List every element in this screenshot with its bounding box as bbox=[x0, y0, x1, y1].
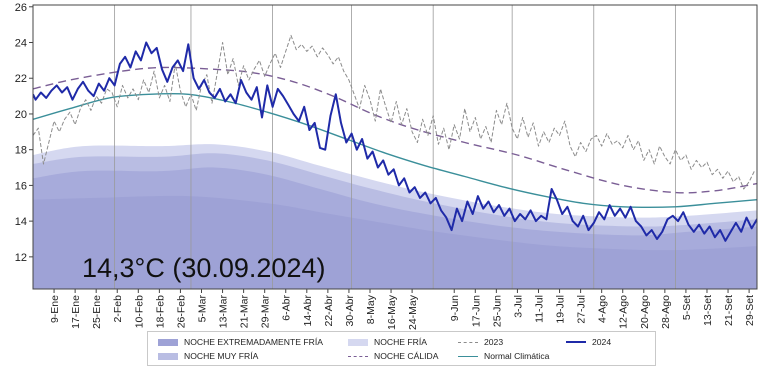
y-axis-ticks: 12 14 16 18 20 22 24 26 bbox=[15, 2, 33, 264]
y-tick-label: 20 bbox=[15, 109, 27, 121]
band-noche-extremadamente-fria-core bbox=[33, 195, 757, 289]
legend-swatch bbox=[348, 338, 368, 346]
legend-label: Normal Climática bbox=[484, 351, 550, 361]
legend-swatch bbox=[458, 355, 478, 357]
x-tick-label: 14-Abr bbox=[302, 294, 314, 326]
legend-label: 2023 bbox=[484, 337, 504, 347]
x-tick-label: 29-Set bbox=[744, 295, 756, 326]
x-tick-label: 19-Jul bbox=[555, 295, 567, 324]
series-line-2024 bbox=[33, 41, 757, 242]
x-tick-label: 10-Feb bbox=[133, 295, 145, 328]
legend-normal-climatica: Normal Climática bbox=[458, 351, 549, 361]
x-tick-label: 18-Feb bbox=[154, 295, 166, 328]
y-tick-label: 24 bbox=[15, 38, 27, 50]
legend-swatch bbox=[458, 341, 478, 343]
x-tick-label: 12-Ago bbox=[618, 295, 630, 329]
x-tick-label: 21-Mar bbox=[239, 295, 251, 329]
x-tick-label: 29-Mar bbox=[260, 295, 272, 329]
plot-frame bbox=[32, 4, 758, 290]
x-tick-label: 5-Set bbox=[681, 295, 693, 320]
x-tick-label: 17-Ene bbox=[70, 295, 82, 329]
legend-muy-fria: NOCHE MUY FRÍA bbox=[158, 351, 258, 361]
x-tick-label: 4-Ago bbox=[597, 295, 609, 323]
legend-swatch bbox=[348, 355, 368, 357]
legend-2024: 2024 bbox=[566, 337, 611, 347]
x-tick-label: 28-Ago bbox=[660, 295, 672, 329]
x-tick-label: 24-May bbox=[407, 294, 419, 330]
legend-extremadamente-fria: NOCHE EXTREMADAMENTE FRÍA bbox=[158, 337, 323, 347]
x-tick-label: 16-May bbox=[386, 294, 398, 330]
series-line-normal-clim-tica bbox=[33, 92, 757, 208]
latest-value-annotation: 14,3°C (30.09.2024) bbox=[82, 253, 325, 283]
series-line-noche-c-lida bbox=[33, 66, 757, 194]
legend-label: NOCHE EXTREMADAMENTE FRÍA bbox=[184, 337, 323, 347]
x-tick-label: 2-Feb bbox=[112, 295, 124, 323]
legend-label: NOCHE FRÍA bbox=[374, 337, 427, 347]
legend-swatch bbox=[158, 352, 178, 360]
legend-fria: NOCHE FRÍA bbox=[348, 337, 427, 347]
legend-2023: 2023 bbox=[458, 337, 503, 347]
x-tick-label: 13-Mar bbox=[218, 295, 230, 329]
legend-label: 2024 bbox=[592, 337, 612, 347]
y-tick-label: 26 bbox=[15, 2, 27, 14]
x-tick-label: 8-May bbox=[365, 294, 377, 324]
x-tick-label: 25-Jun bbox=[491, 295, 503, 327]
legend-calida: NOCHE CÁLIDA bbox=[348, 351, 438, 361]
x-tick-label: 6-Abr bbox=[281, 295, 293, 321]
x-tick-label: 9-Ene bbox=[49, 295, 61, 323]
threshold-bands bbox=[33, 144, 757, 289]
legend-label: NOCHE CÁLIDA bbox=[374, 351, 439, 361]
x-tick-label: 3-Jul bbox=[512, 295, 524, 318]
y-tick-label: 14 bbox=[15, 216, 27, 228]
x-axis-ticks: 9-Ene 17-Ene 25-Ene 2-Feb 10-Feb 18-Feb 26-Feb… bbox=[49, 289, 756, 330]
chart-legend: NOCHE EXTREMADAMENTE FRÍA NOCHE MUY FRÍA… bbox=[147, 331, 656, 366]
y-tick-label: 16 bbox=[15, 180, 27, 192]
x-tick-label: 20-Ago bbox=[639, 295, 651, 329]
series-line-2023 bbox=[33, 34, 755, 190]
y-tick-label: 18 bbox=[15, 145, 27, 157]
x-tick-label: 25-Ene bbox=[91, 295, 103, 329]
x-tick-label: 26-Feb bbox=[175, 295, 187, 328]
series-lines bbox=[33, 34, 757, 242]
x-tick-label: 17-Jun bbox=[470, 295, 482, 327]
legend-label: NOCHE MUY FRÍA bbox=[184, 351, 259, 361]
x-tick-label: 30-Abr bbox=[344, 294, 356, 326]
x-tick-label: 22-Abr bbox=[323, 294, 335, 326]
y-tick-label: 22 bbox=[15, 73, 27, 85]
x-tick-label: 27-Jul bbox=[576, 295, 588, 324]
legend-swatch bbox=[158, 338, 178, 346]
legend-swatch bbox=[566, 341, 586, 343]
x-tick-label: 13-Set bbox=[702, 295, 714, 326]
x-tick-label: 9-Jun bbox=[449, 295, 461, 321]
x-tick-label: 5-Mar bbox=[196, 294, 208, 322]
x-tick-label: 21-Set bbox=[723, 295, 735, 326]
x-tick-label: 11-Jul bbox=[533, 295, 545, 323]
y-tick-label: 12 bbox=[15, 252, 27, 264]
